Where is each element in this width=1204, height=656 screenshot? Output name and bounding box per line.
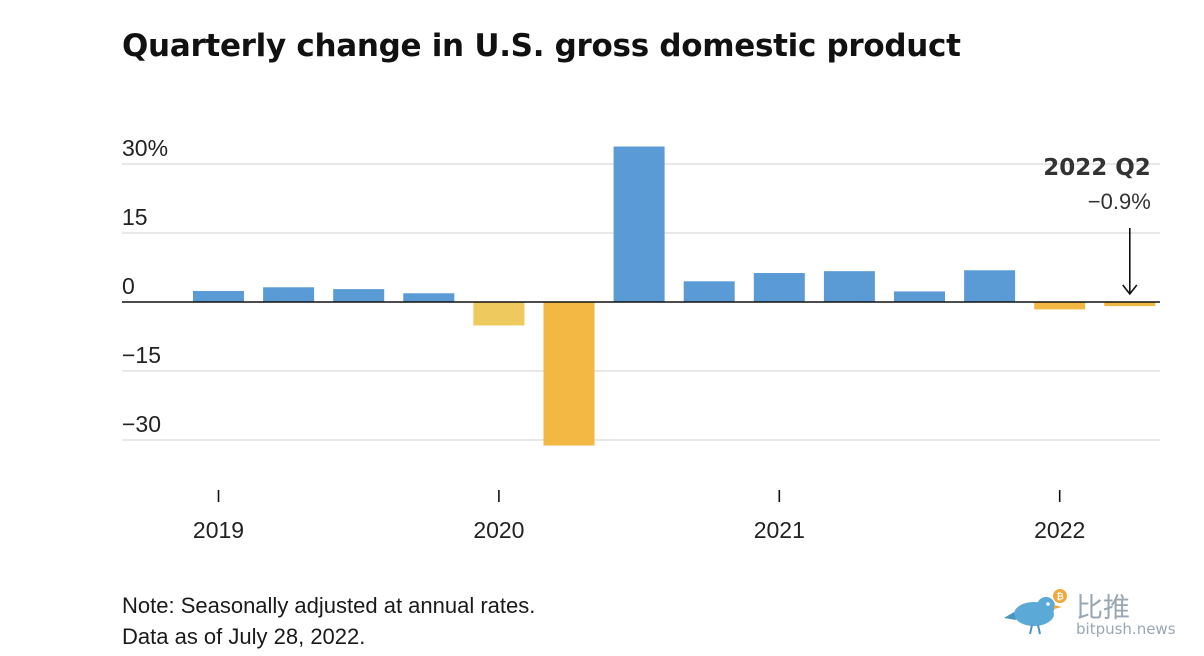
watermark-domain: bitpush.news: [1076, 620, 1176, 638]
watermark: ₿ 比推 bitpush.news: [1004, 584, 1194, 644]
x-tick-label: 2021: [754, 517, 805, 543]
annotation: 2022 Q2 −0.9%: [1043, 155, 1151, 296]
bars: [193, 146, 1156, 446]
bar: [263, 287, 315, 302]
y-tick-label: −30: [122, 411, 161, 437]
bar: [683, 281, 735, 302]
chart-note: Note: Seasonally adjusted at annual rate…: [122, 590, 535, 652]
bird-bitcoin-icon: ₿: [1004, 589, 1067, 635]
y-tick-label: 15: [122, 204, 148, 230]
note-line-1: Note: Seasonally adjusted at annual rate…: [122, 593, 536, 618]
bar: [613, 146, 665, 302]
annotation-arrow-head: [1122, 284, 1138, 296]
watermark-brand-text: 比推: [1076, 593, 1130, 624]
bar-chart: 30% 15 0 −15 −30 2019 2020 2021 2022 2022 Q2 −0.9…: [122, 135, 1160, 543]
axes: 30% 15 0 −15 −30 2019 2020 2021 2022: [122, 135, 1160, 543]
x-tick-label: 2020: [473, 517, 524, 543]
bar: [964, 270, 1016, 302]
note-line-2: Data as of July 28, 2022.: [122, 624, 366, 649]
chart-title: Quarterly change in U.S. gross domestic …: [122, 28, 961, 64]
bar: [473, 302, 525, 326]
x-tick-label: 2022: [1034, 517, 1085, 543]
bar: [1034, 302, 1086, 310]
bar: [753, 273, 805, 302]
x-tick-label: 2019: [193, 517, 244, 543]
bar: [333, 289, 385, 302]
y-tick-label: 30%: [122, 135, 168, 161]
annotation-value: −0.9%: [1088, 189, 1151, 214]
bar: [894, 291, 945, 302]
bar: [403, 293, 455, 302]
bar: [193, 290, 244, 302]
annotation-label: 2022 Q2: [1043, 155, 1151, 181]
y-tick-label: −15: [122, 342, 161, 368]
bar: [823, 271, 875, 302]
bar: [1104, 302, 1156, 307]
svg-text:₿: ₿: [1056, 592, 1063, 603]
bar: [543, 302, 595, 446]
y-tick-label: 0: [122, 273, 135, 299]
